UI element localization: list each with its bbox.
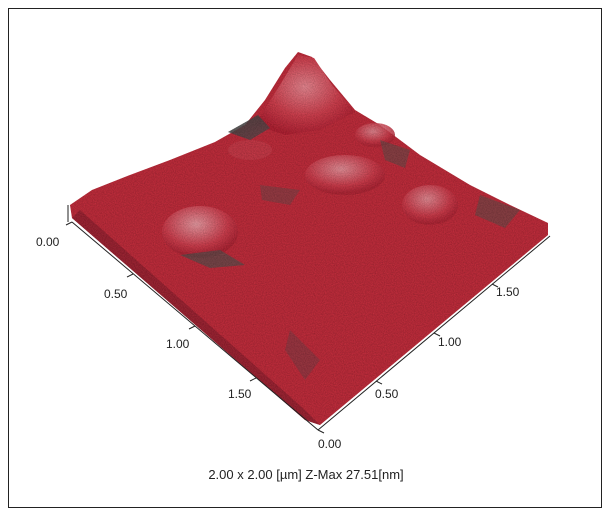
left-axis-tick-3: 1.50 [228, 387, 252, 401]
right-axis-tick-3: 1.50 [496, 285, 520, 299]
left-axis-labels: 0.00 0.50 1.00 1.50 [36, 235, 252, 401]
left-axis-tick-2: 1.00 [166, 337, 190, 351]
scan-caption: 2.00 x 2.00 [µm] Z-Max 27.51[nm] [208, 467, 404, 482]
right-axis-tick-0: 0.00 [318, 437, 342, 451]
surface [70, 52, 548, 425]
axes [65, 205, 551, 434]
left-axis-tick-1: 0.50 [104, 287, 128, 301]
right-axis-labels: 0.00 0.50 1.00 1.50 [318, 285, 520, 451]
right-axis-tick-1: 0.50 [375, 387, 399, 401]
left-axis-tick-0: 0.00 [36, 235, 60, 249]
right-axis-tick-2: 1.00 [438, 335, 462, 349]
